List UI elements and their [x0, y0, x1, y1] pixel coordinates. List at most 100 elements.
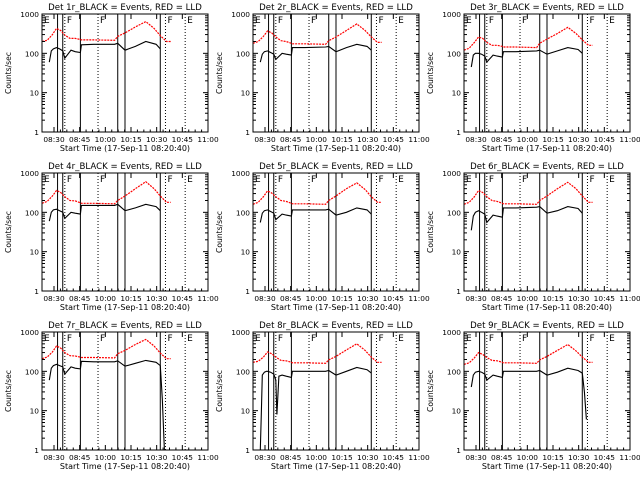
- interval-marker-label: E: [187, 334, 193, 344]
- interval-marker-label: F: [522, 334, 527, 344]
- chart-panel: Det 5r_BLACK = Events, RED = LLD Counts/s…: [215, 162, 430, 312]
- y-axis-label: Counts/sec: [426, 211, 435, 253]
- interval-marker-label: F: [167, 16, 172, 26]
- x-tick-label: 10:30: [146, 135, 168, 144]
- series-line-events: [470, 47, 583, 68]
- interval-marker-label: F: [100, 16, 105, 26]
- series-line-lld: [253, 343, 382, 364]
- x-tick-label: 08:30: [43, 135, 65, 144]
- series-line-lld: [253, 182, 382, 205]
- interval-marker-label: F: [278, 16, 283, 26]
- x-tick-label: 08:45: [491, 453, 513, 462]
- x-tick-label: 11:00: [197, 453, 219, 462]
- interval-marker-label: F: [278, 175, 283, 185]
- y-tick-label: 10: [241, 248, 251, 257]
- chart-title: Det 8r_BLACK = Events, RED = LLD: [259, 321, 413, 331]
- interval-marker-label: F: [489, 16, 494, 26]
- x-tick-label: 08:45: [280, 294, 302, 303]
- interval-marker-label: F: [67, 334, 72, 344]
- y-axis-label: Counts/sec: [426, 52, 435, 94]
- y-tick-label: 100: [236, 49, 250, 58]
- y-tick-label: 1: [245, 128, 250, 137]
- y-tick-label: 10: [30, 407, 40, 416]
- x-tick-label: 10:45: [594, 453, 616, 462]
- interval-marker-label: E: [255, 334, 261, 344]
- x-tick-label: 11:00: [197, 294, 219, 303]
- chart-panel: Det 3r_BLACK = Events, RED = LLD Counts/s…: [426, 3, 640, 153]
- chart-title: Det 9r_BLACK = Events, RED = LLD: [470, 321, 624, 331]
- x-tick-label: 10:00: [306, 453, 328, 462]
- y-axis-label: Counts/sec: [4, 52, 13, 94]
- x-tick-label: 08:30: [465, 453, 487, 462]
- y-tick-label: 10: [241, 89, 251, 98]
- y-axis-label: Counts/sec: [4, 211, 13, 253]
- y-tick-label: 1000: [20, 10, 39, 19]
- interval-marker-label: F: [489, 175, 494, 185]
- x-axis-label: Start Time (17-Sep-11 08:20:40): [482, 144, 612, 153]
- x-tick-label: 10:45: [172, 453, 194, 462]
- y-tick-label: 1000: [442, 328, 461, 337]
- y-tick-label: 1: [34, 446, 39, 455]
- y-tick-label: 10: [452, 248, 462, 257]
- x-tick-label: 08:30: [254, 135, 276, 144]
- x-tick-label: 10:30: [146, 294, 168, 303]
- y-tick-label: 10: [452, 89, 462, 98]
- chart-title: Det 3r_BLACK = Events, RED = LLD: [470, 3, 624, 13]
- x-tick-label: 10:30: [568, 294, 590, 303]
- interval-marker-label: E: [609, 334, 615, 344]
- x-tick-label: 08:45: [69, 135, 91, 144]
- y-axis-label: Counts/sec: [215, 370, 224, 412]
- x-tick-label: 08:45: [280, 453, 302, 462]
- series-line-lld: [464, 26, 593, 51]
- x-tick-label: 10:45: [383, 453, 405, 462]
- y-tick-label: 1: [456, 287, 461, 296]
- x-axis-label: Start Time (17-Sep-11 08:20:40): [60, 144, 190, 153]
- interval-marker-label: F: [589, 175, 594, 185]
- interval-marker-label: F: [589, 334, 594, 344]
- x-tick-label: 08:45: [69, 453, 91, 462]
- series-group: [464, 181, 593, 231]
- y-tick-label: 1000: [231, 328, 250, 337]
- chart-title: Det 7r_BLACK = Events, RED = LLD: [48, 321, 202, 331]
- y-axis-label: Counts/sec: [4, 370, 13, 412]
- x-tick-label: 10:15: [120, 294, 142, 303]
- interval-marker-label: E: [609, 16, 615, 26]
- x-tick-label: 08:30: [465, 294, 487, 303]
- x-tick-label: 08:30: [43, 294, 65, 303]
- y-tick-label: 1000: [442, 10, 461, 19]
- interval-marker-label: F: [311, 16, 316, 26]
- y-axis-label: Counts/sec: [215, 52, 224, 94]
- x-tick-label: 10:45: [383, 294, 405, 303]
- x-tick-label: 10:30: [568, 453, 590, 462]
- x-tick-label: 10:15: [331, 453, 353, 462]
- y-axis-label: Counts/sec: [215, 211, 224, 253]
- x-tick-label: 11:00: [197, 135, 219, 144]
- y-tick-label: 10: [30, 248, 40, 257]
- series-group: [42, 338, 171, 450]
- y-tick-label: 1000: [20, 169, 39, 178]
- x-tick-label: 10:30: [146, 453, 168, 462]
- x-tick-label: 10:15: [331, 294, 353, 303]
- interval-marker-label: E: [398, 175, 404, 185]
- interval-marker-label: F: [100, 334, 105, 344]
- x-tick-label: 10:00: [517, 453, 539, 462]
- x-tick-label: 11:00: [619, 453, 640, 462]
- x-tick-label: 10:45: [172, 294, 194, 303]
- x-tick-label: 10:00: [306, 135, 328, 144]
- interval-marker-label: F: [311, 175, 316, 185]
- y-tick-label: 100: [236, 367, 250, 376]
- series-group: [42, 20, 171, 63]
- x-tick-label: 10:45: [594, 135, 616, 144]
- y-tick-label: 1000: [231, 10, 250, 19]
- interval-marker-label: E: [466, 175, 472, 185]
- y-tick-label: 1: [245, 287, 250, 296]
- series-group: [464, 26, 593, 68]
- y-tick-label: 10: [452, 407, 462, 416]
- x-tick-label: 10:15: [542, 453, 564, 462]
- series-line-events: [470, 367, 587, 420]
- interval-marker-label: E: [398, 334, 404, 344]
- x-tick-label: 11:00: [408, 294, 430, 303]
- y-tick-label: 100: [447, 367, 461, 376]
- series-line-lld: [464, 181, 593, 205]
